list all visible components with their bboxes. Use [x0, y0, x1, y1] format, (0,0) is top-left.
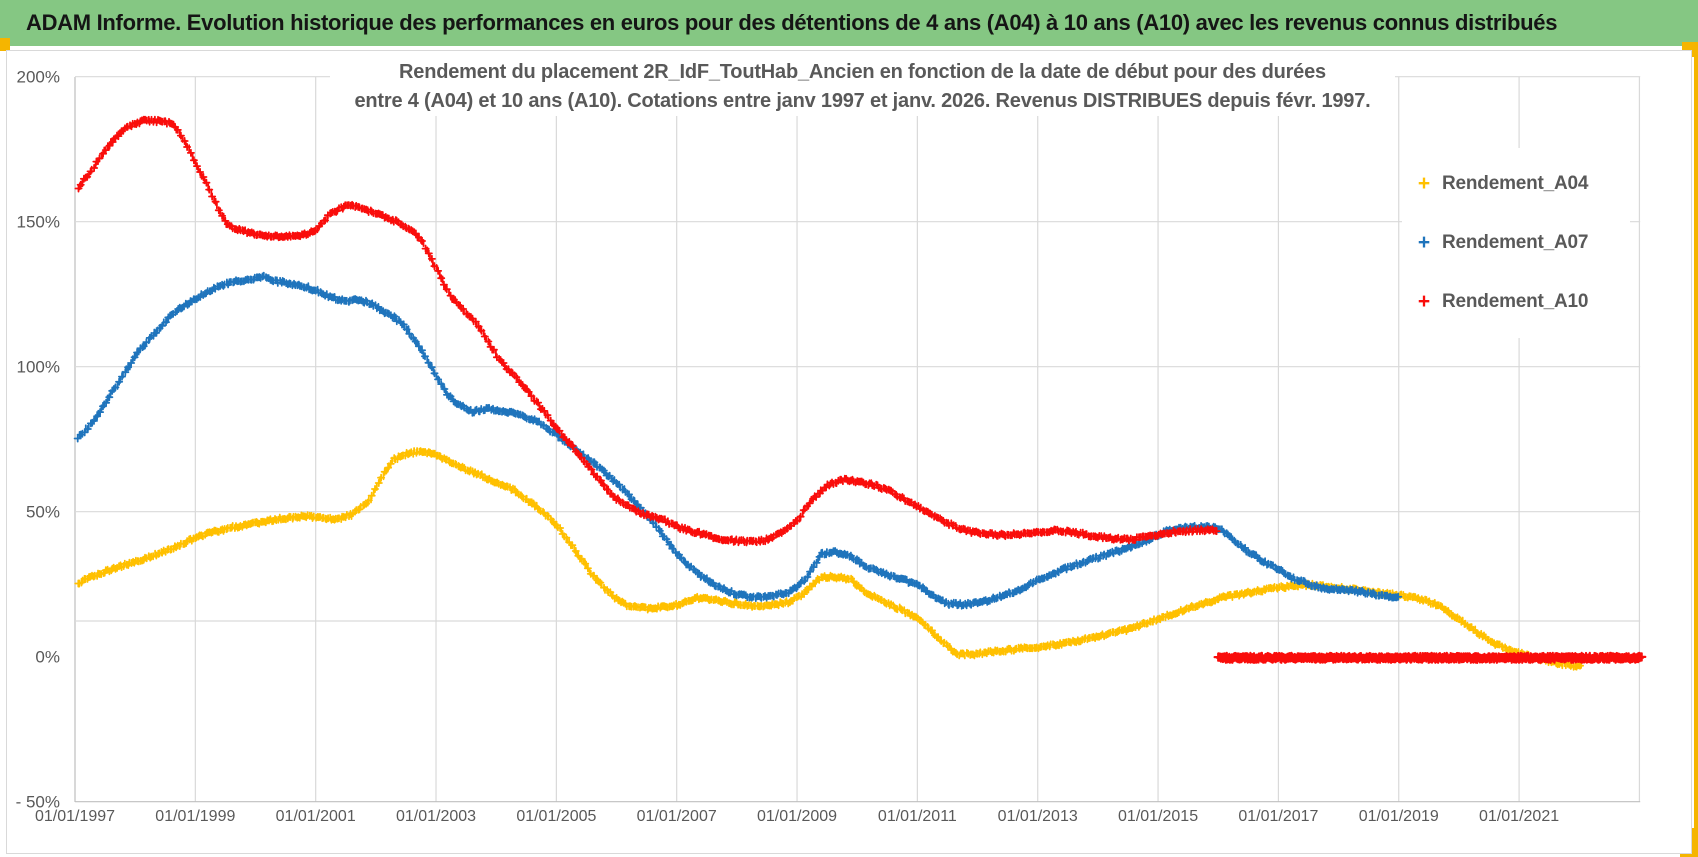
- legend-plus-marker-icon: +: [1417, 230, 1431, 254]
- legend-label: Rendement_A07: [1442, 231, 1589, 253]
- legend-item-rendement_a10[interactable]: + Rendement_A10: [1402, 291, 1630, 313]
- chart-title-line2: entre 4 (A04) et 10 ans (A10). Cotations…: [354, 90, 1371, 112]
- legend-label: Rendement_A10: [1442, 291, 1589, 313]
- x-axis-label-2013: 01/01/2013: [998, 808, 1078, 825]
- legend-item-rendement_a07[interactable]: + Rendement_A07: [1402, 232, 1630, 254]
- x-axis-label-2011: 01/01/2011: [878, 808, 957, 825]
- y-axis-label-0: 0%: [35, 648, 60, 667]
- banner: ADAM Informe. Evolution historique des p…: [0, 0, 1698, 46]
- chart-legend: + Rendement_A04 + Rendement_A07 + Rendement_A…: [1402, 148, 1630, 338]
- legend-plus-marker-icon: +: [1417, 171, 1431, 195]
- chart-title: Rendement du placement 2R_IdF_ToutHab_An…: [330, 58, 1395, 116]
- series-rendement-a10-z-ros-[interactable]: [1213, 651, 1647, 664]
- y-axis-label-150: 150%: [17, 213, 60, 232]
- x-axis-label-1997: 01/01/1997: [35, 808, 115, 825]
- legend-label: Rendement_A04: [1442, 172, 1589, 194]
- x-axis-label-2017: 01/01/2017: [1238, 808, 1318, 825]
- x-axis-label-2001: 01/01/2001: [276, 808, 356, 825]
- x-axis-label-2009: 01/01/2009: [757, 808, 837, 825]
- accent-strip-right: [1694, 57, 1698, 828]
- x-axis-label-2019: 01/01/2019: [1359, 808, 1439, 825]
- legend-plus-marker-icon: +: [1417, 290, 1431, 314]
- x-axis-label-2003: 01/01/2003: [396, 808, 476, 825]
- x-axis-label-2015: 01/01/2015: [1118, 808, 1198, 825]
- x-axis-label-2005: 01/01/2005: [516, 808, 596, 825]
- x-axis-label-2007: 01/01/2007: [637, 808, 717, 825]
- chart-title-line1: Rendement du placement 2R_IdF_ToutHab_An…: [399, 61, 1326, 83]
- series-rendement-a10[interactable]: [74, 115, 1221, 547]
- y-axis-label-50: 50%: [26, 503, 60, 522]
- series-rendement-a04[interactable]: [74, 447, 1584, 671]
- accent-handle-left: [0, 38, 10, 51]
- y-axis-label-100: 100%: [17, 358, 60, 377]
- legend-item-rendement_a04[interactable]: + Rendement_A04: [1402, 173, 1630, 195]
- y-axis-label-200: 200%: [17, 68, 60, 87]
- x-axis-label-1999: 01/01/1999: [155, 808, 235, 825]
- x-axis-label-2021: 01/01/2021: [1479, 808, 1559, 825]
- banner-title: ADAM Informe. Evolution historique des p…: [26, 10, 1558, 35]
- series-rendement-a07[interactable]: [73, 271, 1403, 610]
- y-axis-label--50: - 50%: [16, 793, 60, 812]
